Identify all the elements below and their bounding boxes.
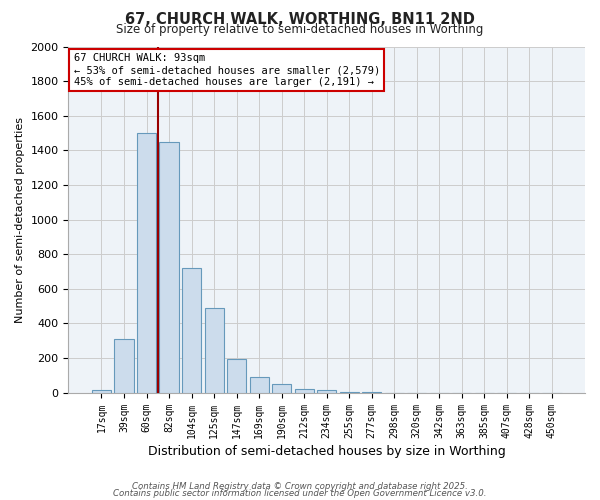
X-axis label: Distribution of semi-detached houses by size in Worthing: Distribution of semi-detached houses by … xyxy=(148,444,506,458)
Text: Size of property relative to semi-detached houses in Worthing: Size of property relative to semi-detach… xyxy=(116,22,484,36)
Bar xyxy=(92,390,111,392)
Bar xyxy=(115,339,134,392)
Text: 67, CHURCH WALK, WORTHING, BN11 2ND: 67, CHURCH WALK, WORTHING, BN11 2ND xyxy=(125,12,475,28)
Bar xyxy=(272,384,291,392)
Bar xyxy=(205,308,224,392)
Bar xyxy=(227,359,246,392)
Y-axis label: Number of semi-detached properties: Number of semi-detached properties xyxy=(15,116,25,322)
Bar xyxy=(182,268,201,392)
Bar xyxy=(250,377,269,392)
Bar xyxy=(317,390,336,392)
Text: 67 CHURCH WALK: 93sqm
← 53% of semi-detached houses are smaller (2,579)
45% of s: 67 CHURCH WALK: 93sqm ← 53% of semi-deta… xyxy=(74,54,380,86)
Bar xyxy=(295,389,314,392)
Bar xyxy=(160,142,179,392)
Text: Contains HM Land Registry data © Crown copyright and database right 2025.: Contains HM Land Registry data © Crown c… xyxy=(132,482,468,491)
Bar xyxy=(137,133,156,392)
Text: Contains public sector information licensed under the Open Government Licence v3: Contains public sector information licen… xyxy=(113,489,487,498)
